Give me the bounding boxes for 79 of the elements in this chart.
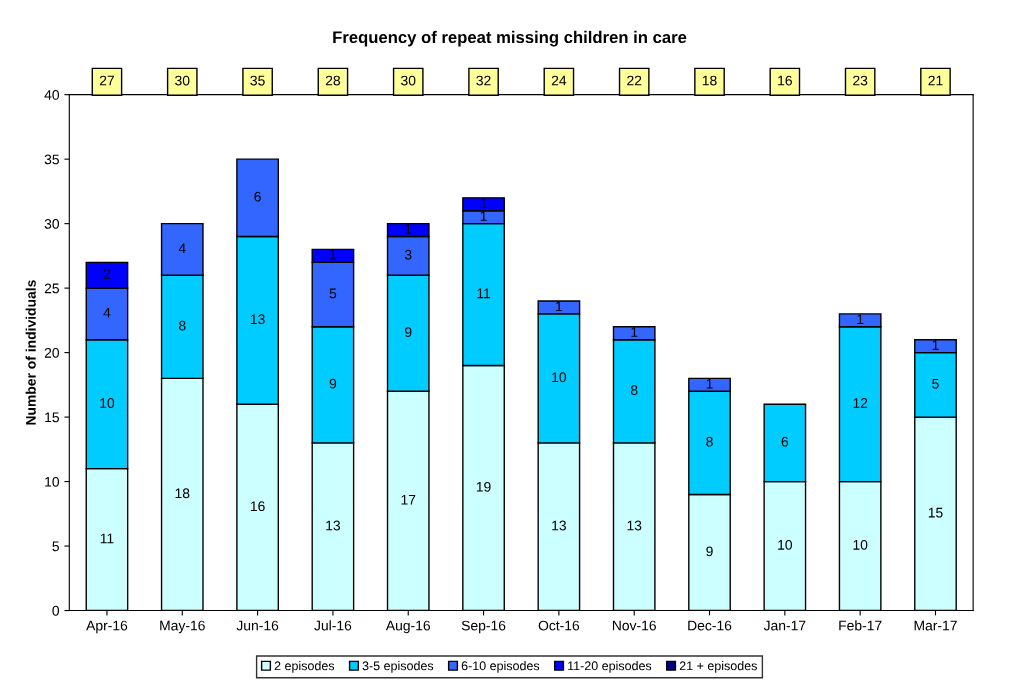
- y-tick-label: 10: [45, 476, 60, 487]
- data-label: 9: [329, 378, 337, 389]
- data-label: 13: [552, 520, 566, 531]
- x-tick-label: May-16: [160, 620, 205, 634]
- y-tick-label: 35: [44, 154, 59, 165]
- data-label: 1: [857, 314, 864, 324]
- data-label: 4: [178, 243, 186, 254]
- data-label: 9: [405, 327, 412, 337]
- data-label: 15: [928, 507, 943, 518]
- data-label: 10: [853, 539, 868, 550]
- x-tick-label: Apr-16: [86, 620, 128, 634]
- x-tick-label: Feb-17: [839, 620, 882, 631]
- x-tick-label: Dec-16: [688, 620, 732, 631]
- x-tick-label: Mar-17: [914, 620, 957, 631]
- data-label: 1: [932, 340, 939, 350]
- text: 27: [99, 75, 114, 86]
- x-tick-label: Jul-16: [314, 620, 352, 631]
- data-label: 5: [329, 288, 337, 299]
- data-label: 12: [853, 398, 868, 408]
- data-label: 8: [706, 436, 713, 447]
- data-label: 16: [250, 501, 265, 512]
- y-axis-title: Number of individuals: [25, 280, 36, 425]
- text: 16: [778, 75, 792, 86]
- text: 32: [476, 75, 491, 86]
- x-tick-label: Aug-16: [385, 620, 431, 634]
- data-label: 1: [556, 301, 563, 312]
- data-label: 1: [405, 224, 412, 234]
- data-label: 1: [706, 378, 713, 389]
- data-label: 3: [404, 249, 412, 260]
- chart-title: Frequency of repeat missing children in care: [333, 30, 687, 47]
- data-label: 1: [480, 198, 487, 208]
- y-tick-label: 0: [52, 605, 60, 616]
- x-tick-label: Sep-16: [461, 620, 506, 634]
- data-label: 6: [254, 191, 261, 202]
- x-tick-label: Jun-16: [236, 620, 279, 631]
- data-label: 1: [631, 327, 638, 337]
- y-tick-label: 25: [44, 283, 59, 294]
- data-label: 1: [330, 249, 337, 260]
- data-label: 2: [103, 269, 111, 279]
- text: 35: [250, 75, 265, 86]
- legend-label: 21 + episodes: [679, 661, 757, 673]
- data-label: 11: [477, 288, 491, 299]
- text: 21: [928, 75, 943, 86]
- legend-label: 11-20 episodes: [568, 661, 652, 673]
- text: 22: [627, 75, 642, 86]
- text: 18: [702, 75, 717, 86]
- data-label: 13: [326, 520, 341, 531]
- text: 24: [551, 75, 567, 86]
- data-label: 6: [781, 436, 789, 447]
- y-tick-label: 5: [52, 541, 59, 552]
- legend-label: 3-5 episodes: [362, 661, 434, 673]
- legend-label: 6-10 episodes: [461, 661, 540, 673]
- data-label: 5: [932, 378, 939, 389]
- data-label: 1: [480, 211, 487, 221]
- text: 30: [401, 75, 416, 86]
- text: 28: [325, 75, 341, 86]
- data-label: 13: [627, 520, 642, 531]
- text: 30: [175, 75, 190, 86]
- text: 23: [853, 75, 868, 86]
- y-tick-label: 15: [45, 412, 59, 423]
- y-tick-label: 40: [44, 90, 60, 100]
- data-label: 18: [175, 488, 190, 499]
- data-label: 8: [179, 320, 186, 331]
- data-label: 17: [401, 494, 416, 505]
- data-label: 10: [100, 398, 115, 408]
- data-label: 13: [250, 314, 265, 325]
- y-tick-label: 30: [44, 218, 60, 229]
- data-label: 8: [630, 385, 638, 396]
- data-label: 10: [552, 372, 567, 383]
- data-label: 11: [100, 533, 114, 544]
- data-label: 9: [706, 546, 713, 557]
- data-label: 19: [476, 481, 491, 492]
- data-label: 10: [778, 539, 793, 550]
- data-label: 4: [103, 307, 111, 318]
- x-tick-label: Oct-16: [538, 620, 580, 631]
- x-tick-label: Nov-16: [612, 620, 656, 631]
- y-tick-label: 20: [44, 347, 60, 358]
- x-tick-label: Jan-17: [763, 620, 806, 631]
- legend-label: 2 episodes: [274, 661, 335, 673]
